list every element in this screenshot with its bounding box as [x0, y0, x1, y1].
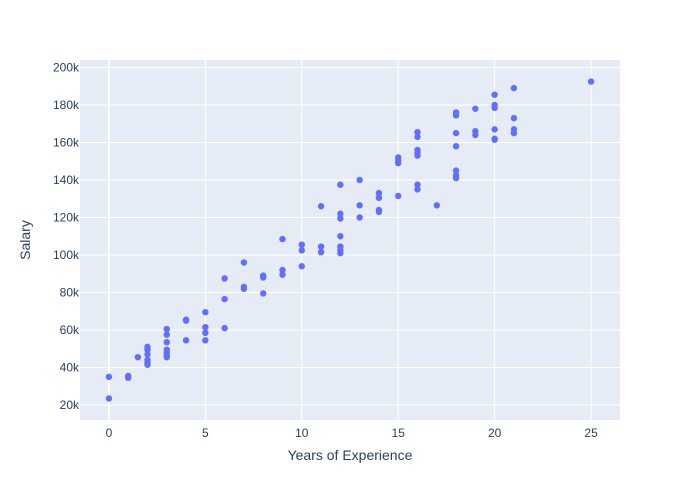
grid-lines — [80, 60, 620, 420]
data-point[interactable] — [260, 290, 267, 297]
data-point[interactable] — [298, 247, 305, 254]
data-point[interactable] — [163, 325, 170, 333]
data-point[interactable] — [279, 266, 286, 274]
data-point[interactable] — [452, 143, 460, 150]
data-point[interactable] — [414, 152, 421, 159]
data-point[interactable] — [337, 233, 344, 240]
data-point[interactable] — [414, 133, 421, 141]
data-point[interactable] — [375, 208, 383, 216]
data-point[interactable] — [337, 215, 344, 222]
data-point[interactable] — [452, 112, 460, 119]
data-point[interactable] — [491, 126, 498, 133]
data-point[interactable] — [375, 194, 383, 202]
data-point[interactable] — [260, 274, 267, 281]
data-point[interactable] — [105, 373, 113, 381]
data-point[interactable] — [587, 78, 595, 85]
x-tick-label: 0 — [106, 426, 113, 440]
y-tick-label: 120k — [53, 211, 80, 225]
data-point[interactable] — [337, 181, 344, 188]
data-point[interactable] — [182, 317, 190, 324]
data-point[interactable] — [163, 338, 170, 346]
data-point[interactable] — [298, 241, 305, 248]
data-point[interactable] — [279, 235, 286, 243]
data-point[interactable] — [472, 105, 479, 112]
data-point[interactable] — [221, 324, 228, 332]
data-point[interactable] — [182, 337, 190, 344]
data-point[interactable] — [317, 203, 325, 210]
data-point[interactable] — [279, 271, 286, 278]
data-point[interactable] — [356, 202, 363, 209]
data-point[interactable] — [356, 214, 363, 221]
y-axis-title: Salary — [17, 220, 33, 260]
y-tick-label: 140k — [53, 173, 80, 187]
y-tick-label: 160k — [53, 136, 80, 150]
data-point[interactable] — [452, 174, 460, 182]
data-point[interactable] — [240, 259, 248, 266]
y-axis-ticks: 20k 40k 60k 80k 100k 120k 140k 160k 180k 200k — [53, 61, 80, 413]
x-tick-label: 20 — [488, 426, 502, 440]
y-tick-label: 60k — [60, 323, 80, 337]
data-point[interactable] — [163, 331, 170, 338]
y-tick-label: 200k — [53, 61, 80, 75]
data-point[interactable] — [134, 353, 142, 361]
data-point[interactable] — [491, 91, 498, 98]
data-point[interactable] — [144, 351, 151, 358]
data-point[interactable] — [395, 192, 402, 200]
y-tick-label: 100k — [53, 248, 80, 262]
data-point[interactable] — [452, 129, 460, 137]
data-point[interactable] — [375, 189, 383, 197]
data-point[interactable] — [221, 295, 228, 303]
data-point[interactable] — [433, 202, 440, 209]
data-point[interactable] — [202, 308, 209, 316]
data-point[interactable] — [144, 361, 151, 368]
data-point[interactable] — [414, 128, 421, 136]
data-point[interactable] — [510, 84, 518, 92]
data-point[interactable] — [202, 323, 209, 331]
y-tick-label: 180k — [53, 98, 80, 112]
data-point[interactable] — [491, 136, 498, 143]
data-point[interactable] — [317, 243, 325, 250]
data-point[interactable] — [414, 186, 421, 193]
data-point[interactable] — [337, 249, 344, 257]
data-point[interactable] — [240, 285, 248, 292]
data-point[interactable] — [356, 176, 363, 184]
data-point[interactable] — [337, 210, 344, 217]
y-tick-label: 20k — [60, 398, 80, 412]
data-point[interactable] — [298, 263, 305, 270]
x-tick-label: 5 — [202, 426, 209, 440]
data-point[interactable] — [491, 104, 498, 112]
data-point[interactable] — [202, 337, 209, 344]
data-point[interactable] — [317, 248, 325, 256]
data-point[interactable] — [163, 353, 170, 361]
data-point[interactable] — [472, 131, 479, 139]
data-point[interactable] — [452, 167, 460, 174]
data-point[interactable] — [510, 129, 518, 137]
x-tick-label: 15 — [392, 426, 406, 440]
data-point[interactable] — [395, 159, 402, 167]
x-tick-label: 10 — [295, 426, 309, 440]
plot-area — [80, 60, 620, 420]
y-tick-label: 80k — [60, 286, 80, 300]
data-point[interactable] — [202, 329, 209, 337]
y-tick-label: 40k — [60, 361, 80, 375]
data-point[interactable] — [414, 181, 421, 188]
x-axis-title: Years of Experience — [288, 447, 413, 463]
data-point[interactable] — [510, 114, 518, 122]
scatter-points — [105, 78, 595, 402]
data-point[interactable] — [221, 275, 228, 282]
data-point[interactable] — [125, 374, 132, 382]
x-tick-label: 25 — [584, 426, 598, 440]
data-point[interactable] — [144, 346, 151, 353]
data-point[interactable] — [105, 395, 113, 402]
x-axis-ticks: 0 5 10 15 20 25 — [106, 426, 598, 440]
